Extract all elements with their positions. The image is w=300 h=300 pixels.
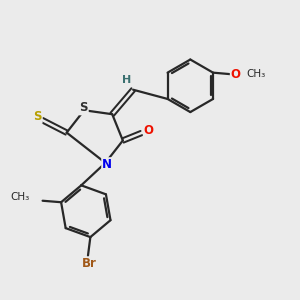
Text: O: O xyxy=(144,124,154,137)
Text: N: N xyxy=(102,158,112,171)
Text: CH₃: CH₃ xyxy=(11,192,30,202)
Text: Br: Br xyxy=(82,257,97,271)
Text: O: O xyxy=(231,68,241,81)
Text: S: S xyxy=(79,101,88,114)
Text: S: S xyxy=(33,110,42,123)
Text: H: H xyxy=(122,75,131,85)
Text: CH₃: CH₃ xyxy=(246,69,265,79)
